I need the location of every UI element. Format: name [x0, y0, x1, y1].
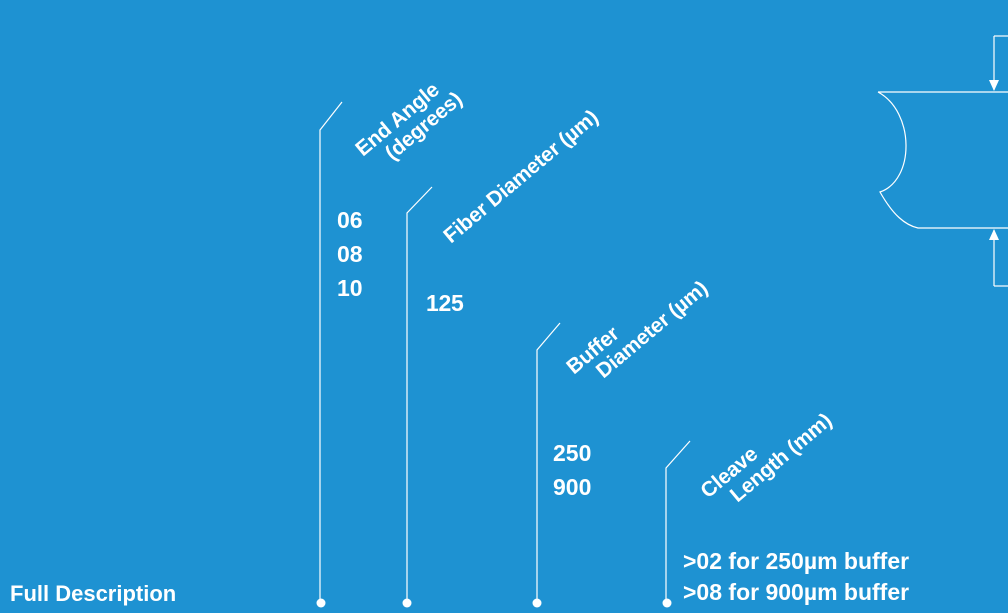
- arrow-down-icon: [989, 80, 999, 91]
- buffer-diameter-value: 900: [553, 474, 592, 500]
- buffer-diameter-values: 250 900: [553, 436, 591, 504]
- full-description-label: Full Description: [10, 581, 177, 606]
- cleave-length-leader-line: [665, 440, 691, 602]
- fiber-diameter-value: 125: [426, 290, 464, 316]
- fiber-diameter-dot: [402, 598, 412, 608]
- end-angle-value: 06: [337, 207, 363, 233]
- end-angle-leader-line: [319, 101, 343, 602]
- cleave-length-values: >02 for 250µm buffer >08 for 900µm buffe…: [683, 546, 909, 608]
- end-angle-values: 06 08 10: [337, 203, 363, 305]
- buffer-diameter-value: 250: [553, 440, 592, 466]
- buffer-diameter-leader-line: [536, 322, 561, 602]
- arrow-up-icon: [989, 229, 999, 240]
- cleave-length-value: >08 for 900µm buffer: [683, 579, 910, 605]
- cleave-length-value: >02 for 250µm buffer: [683, 548, 910, 574]
- buffer-diameter-dot: [532, 598, 542, 608]
- end-angle-dot: [316, 598, 326, 608]
- end-angle-value: 08: [337, 241, 363, 267]
- fiber-end-sketch: [877, 91, 1008, 229]
- end-angle-value: 10: [337, 275, 363, 301]
- fiber-diameter-leader-line: [406, 186, 433, 602]
- cleave-length-dot: [662, 598, 672, 608]
